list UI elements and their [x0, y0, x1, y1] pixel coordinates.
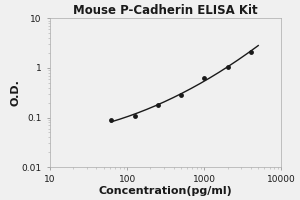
Point — [225, 65, 230, 68]
Point — [179, 93, 184, 96]
Point — [202, 77, 207, 80]
Point — [155, 104, 160, 107]
Title: Mouse P-Cadherin ELISA Kit: Mouse P-Cadherin ELISA Kit — [74, 4, 258, 17]
X-axis label: Concentration(pg/ml): Concentration(pg/ml) — [99, 186, 232, 196]
Point — [132, 114, 137, 117]
Y-axis label: O.D.: O.D. — [10, 79, 20, 106]
Point — [109, 119, 114, 122]
Point — [248, 50, 253, 54]
